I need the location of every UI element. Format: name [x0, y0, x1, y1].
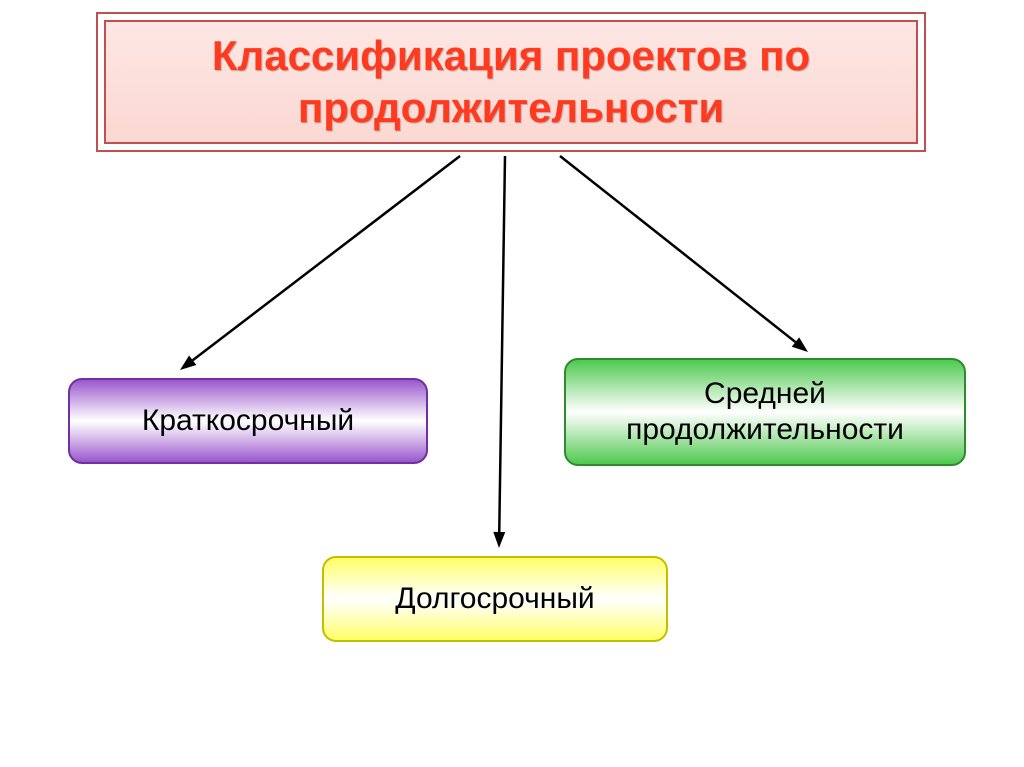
- title-inner: Классификация проектов по продолжительно…: [104, 20, 918, 144]
- title-box: Классификация проектов по продолжительно…: [96, 12, 926, 152]
- node-medium-label: Средней продолжительности: [566, 376, 964, 448]
- node-long: Долгосрочный: [322, 556, 668, 642]
- node-long-label: Долгосрочный: [383, 581, 606, 617]
- node-medium: Средней продолжительности: [564, 358, 966, 466]
- node-short: Краткосрочный: [68, 378, 428, 464]
- title-text: Классификация проектов по продолжительно…: [106, 30, 916, 135]
- node-short-label: Краткосрочный: [130, 403, 366, 439]
